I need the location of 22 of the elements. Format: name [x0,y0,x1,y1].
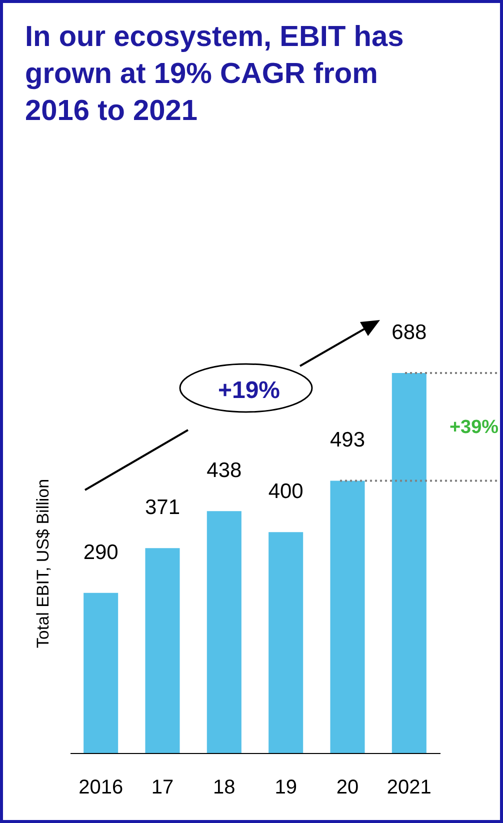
data-label: 400 [268,480,304,504]
bar [392,373,426,753]
y-axis-title: Total EBIT, US$ Billion [34,478,52,648]
data-label: 438 [206,459,242,482]
x-tick-label: 20 [336,776,359,798]
data-label: 290 [83,540,118,564]
bar [330,480,365,753]
text: +39% [449,416,499,438]
bar [268,532,304,753]
data-label: 371 [144,496,180,520]
chart-title: In our ecosystem, EBIT has grown at 19% CAGR from 2016 to 2021 [25,20,405,129]
data-label: 688 [392,321,427,344]
x-tick-label: 17 [151,776,174,798]
x-tick-label: 2021 [386,776,432,798]
bar [84,592,118,753]
x-tick-label: 2016 [78,776,124,798]
x-tick-label: 19 [274,776,297,798]
bar [206,511,242,753]
annotation: +19% [218,377,280,404]
data-label: 493 [330,428,366,452]
x-tick-label: 18 [213,776,236,798]
bar [145,548,180,753]
